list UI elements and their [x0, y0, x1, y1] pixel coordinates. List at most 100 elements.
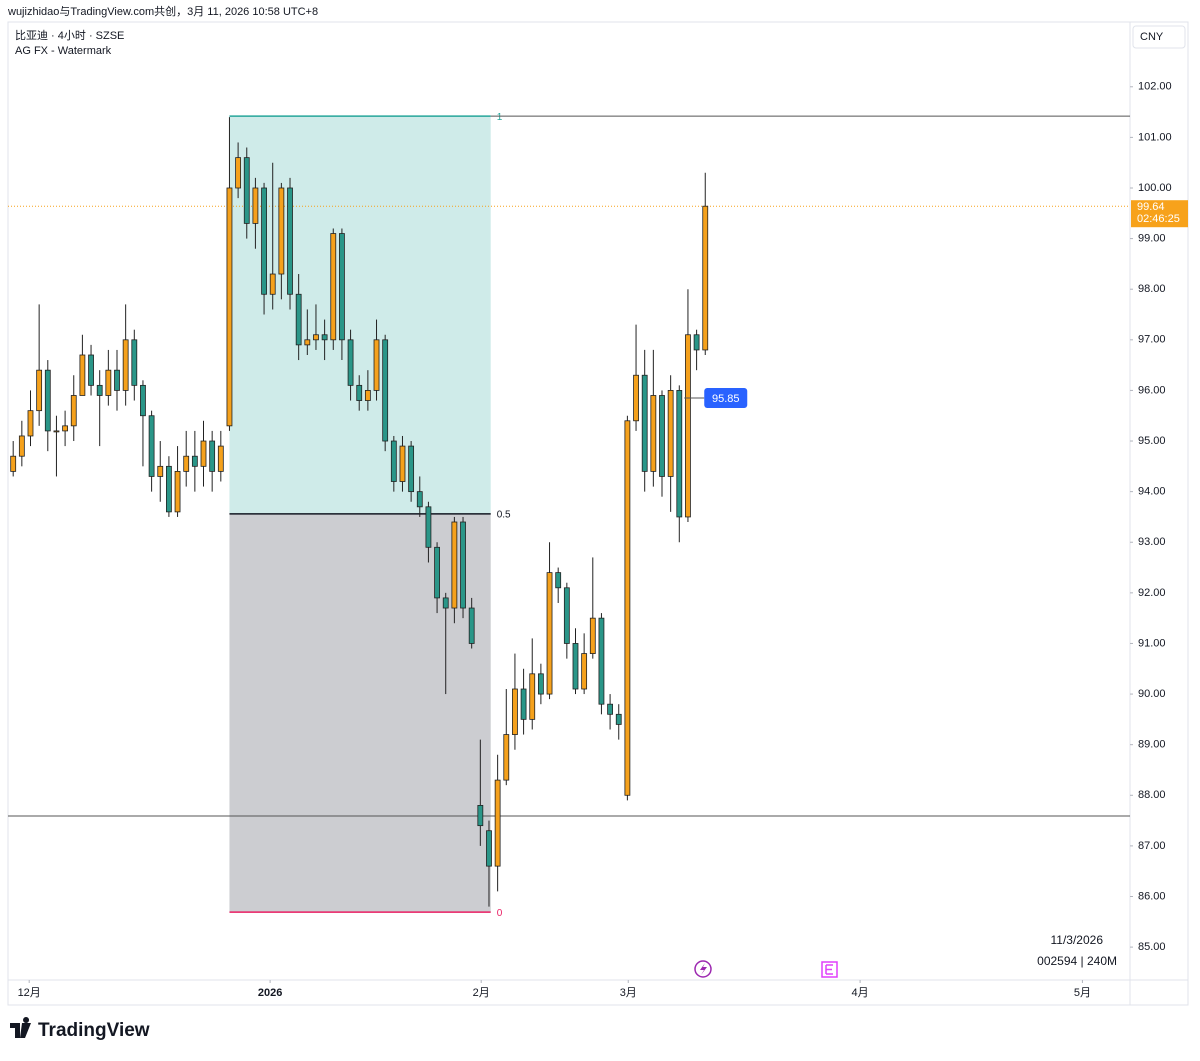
candle-body — [209, 440, 216, 472]
candle-body — [105, 369, 112, 396]
candle-body — [416, 491, 423, 508]
y-tick-label: 99.00 — [1138, 233, 1166, 245]
candle-body — [676, 390, 683, 518]
y-tick-label: 88.00 — [1138, 789, 1166, 801]
candle-body — [339, 233, 345, 341]
candle-body — [347, 339, 354, 386]
candle-body — [114, 369, 120, 391]
candle-body — [44, 369, 51, 432]
candle-body — [373, 339, 380, 391]
candle-body — [157, 465, 164, 477]
candle-body — [79, 354, 86, 396]
candle-body — [563, 587, 570, 644]
candle-body — [364, 390, 371, 401]
y-tick-label: 94.00 — [1138, 486, 1166, 498]
last-price-value: 99.64 — [1137, 201, 1165, 213]
symbol-label: 002594 | 240M — [1037, 954, 1117, 968]
y-tick-label: 91.00 — [1138, 637, 1166, 649]
candle-body — [667, 390, 674, 477]
candle-body — [166, 465, 172, 513]
candle-body — [183, 455, 190, 472]
candle-body — [685, 334, 691, 518]
candle-body — [330, 233, 337, 341]
candle-body — [27, 410, 34, 437]
y-tick-label: 96.00 — [1138, 384, 1166, 396]
candle-body — [226, 187, 233, 427]
currency-box[interactable] — [1132, 25, 1186, 49]
candle-body — [278, 187, 285, 275]
y-tick-label: 92.00 — [1138, 587, 1166, 599]
price-label: 95.85 — [712, 393, 740, 405]
y-tick-label: 87.00 — [1138, 840, 1166, 852]
candle-body — [96, 384, 103, 396]
candle-body — [36, 369, 43, 412]
pane — [7, 21, 1189, 1006]
currency[interactable]: CNY — [1140, 31, 1164, 43]
candle-body — [615, 713, 622, 725]
date-label: 11/3/2026 — [1051, 933, 1104, 947]
candle-body — [529, 673, 536, 720]
candle-body — [269, 273, 276, 295]
candle-body — [589, 617, 596, 654]
y-tick-label: 97.00 — [1138, 334, 1166, 346]
candle-body — [174, 470, 181, 513]
fib-level-label: 0.5 — [497, 510, 511, 521]
dividend-icon-bolt — [700, 963, 707, 975]
candle-body — [235, 157, 242, 189]
candle-body — [243, 157, 250, 224]
candle-body — [624, 420, 631, 796]
last-price-tag — [1131, 200, 1188, 228]
candle-body — [252, 187, 259, 224]
chart-subtitle: AG FX - Watermark — [15, 45, 112, 57]
candle-body — [356, 384, 363, 401]
y-tick-label: 98.00 — [1138, 283, 1166, 295]
candle-body — [217, 445, 224, 472]
candle-body — [191, 455, 198, 467]
candle-body — [693, 334, 700, 351]
candle-body — [546, 572, 553, 695]
candle-body — [295, 293, 302, 346]
candle-body — [408, 445, 415, 493]
candle-body — [321, 334, 328, 341]
candle-body — [425, 506, 432, 548]
candle-body — [633, 374, 639, 422]
fib-lower-zone — [229, 513, 491, 913]
candle-body — [503, 734, 510, 781]
candle-body — [468, 607, 475, 644]
candle-body — [434, 546, 440, 599]
price-label-box — [704, 388, 748, 409]
y-tick-label: 93.00 — [1138, 536, 1166, 548]
candle-body — [598, 617, 605, 705]
candle-body — [10, 455, 17, 472]
candle-body — [477, 805, 484, 827]
y-tick-label: 102.00 — [1138, 81, 1172, 93]
countdown: 02:46:25 — [1137, 213, 1180, 225]
candle-body — [313, 334, 319, 341]
candle-body — [200, 440, 207, 467]
earnings-icon[interactable] — [821, 961, 838, 978]
candle-body — [581, 653, 588, 690]
candle-body — [140, 384, 146, 417]
y-tick-label: 100.00 — [1138, 182, 1172, 194]
candle-body — [702, 205, 709, 351]
candle-body — [659, 395, 665, 477]
y-tick-label: 86.00 — [1138, 890, 1166, 902]
y-tick-label: 101.00 — [1138, 131, 1172, 143]
candle-body — [70, 395, 77, 427]
x-tick-label: 2月 — [473, 987, 490, 999]
candle-body — [451, 521, 458, 609]
x-tick-label: 12月 — [18, 987, 41, 999]
candle-body — [460, 521, 466, 609]
candle-body — [148, 415, 155, 477]
candle-body — [555, 572, 562, 589]
candle-body — [494, 779, 501, 867]
candle-body — [122, 339, 129, 391]
candle-body — [486, 830, 492, 867]
fib-level-label: 1 — [497, 112, 503, 123]
y-tick-label: 90.00 — [1138, 688, 1166, 700]
fib-upper-zone — [229, 116, 491, 514]
candle-body — [131, 339, 138, 386]
dividend-icon[interactable] — [694, 960, 712, 978]
